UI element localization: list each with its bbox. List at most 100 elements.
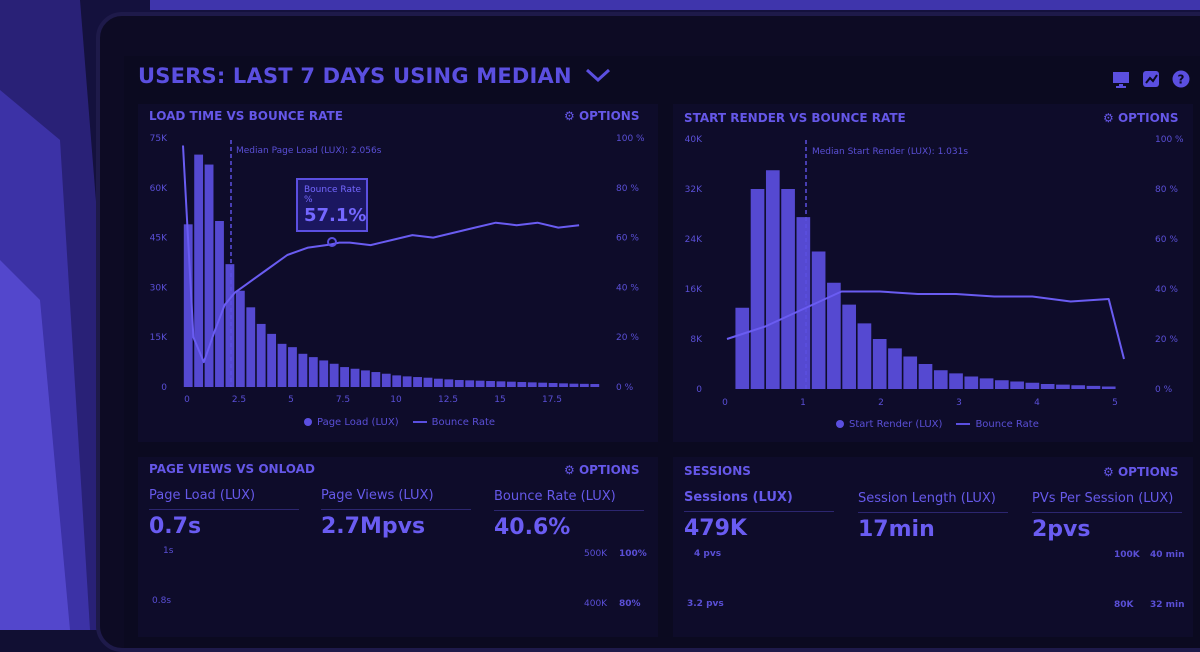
divider: [1032, 512, 1182, 513]
bar: [995, 380, 1009, 389]
bar: [277, 343, 287, 387]
session-length-metric-value: 17min: [858, 517, 935, 542]
right-tick-label: 60 %: [616, 234, 639, 244]
bar: [465, 380, 475, 387]
sessions-right-tick: 32 min: [1150, 600, 1185, 610]
line-icon: [412, 421, 427, 423]
page-load-metric-label: Page Load (LUX): [149, 488, 256, 503]
tooltip-sub: %: [304, 195, 313, 205]
right-tick-label: 0 %: [616, 383, 634, 393]
left-tick-label: 24K: [685, 235, 703, 245]
monitor-icon[interactable]: [1112, 70, 1130, 88]
gear-icon: ⚙: [564, 463, 575, 477]
right-tick-label: 20 %: [1155, 335, 1178, 345]
bar: [765, 170, 780, 389]
right-tick-label: 0 %: [1155, 385, 1173, 395]
legend-line-label: Bounce Rate: [975, 419, 1039, 430]
start-render-annotation: Median Start Render (LUX): 1.031s: [812, 147, 969, 157]
legend-bars-label: Start Render (LUX): [849, 419, 943, 430]
page-title[interactable]: USERS: LAST 7 DAYS USING MEDIAN: [138, 64, 611, 88]
divider: [494, 510, 644, 511]
left-tick-label: 15K: [150, 333, 168, 343]
x-tick-label: 7.5: [336, 395, 350, 405]
load-time-annotation: Median Page Load (LUX): 2.056s: [236, 146, 382, 156]
bar: [402, 376, 412, 387]
bar: [371, 372, 381, 387]
sessions-left-tick: 3.2 pvs: [687, 599, 724, 609]
sessions-right-tick: 40 min: [1150, 550, 1185, 560]
sessions-left-tick: 4 pvs: [694, 549, 722, 559]
bar: [194, 154, 204, 387]
bar: [319, 360, 329, 387]
bar: [506, 381, 516, 387]
options-label: OPTIONS: [1117, 465, 1179, 479]
options-label: OPTIONS: [578, 109, 640, 123]
bar: [842, 304, 856, 389]
line-icon: [956, 423, 971, 425]
page-views-right-tick: 100%: [619, 549, 647, 559]
bar: [548, 383, 558, 387]
bar: [1086, 385, 1101, 389]
bar: [827, 282, 841, 389]
left-tick-label: 0: [696, 385, 702, 395]
options-label: OPTIONS: [1117, 111, 1179, 125]
legend-bars: Page Load (LUX): [304, 417, 399, 428]
start-render-title: START RENDER VS BOUNCE RATE: [684, 111, 906, 125]
tooltip-value: 57.1%: [304, 205, 367, 226]
left-tick-label: 75K: [150, 134, 168, 144]
x-tick-label: 12.5: [438, 395, 458, 405]
bar: [235, 290, 245, 387]
pvs-per-session-metric-label: PVs Per Session (LUX): [1032, 491, 1174, 506]
page-views-metric-value: 2.7Mpvs: [321, 514, 426, 539]
legend-bars: Start Render (LUX): [836, 419, 942, 430]
left-tick-label: 40K: [685, 135, 703, 145]
dot-icon: [836, 420, 844, 428]
right-tick-label: 40 %: [1155, 285, 1178, 295]
bar: [1071, 385, 1086, 389]
sessions-panel: [673, 457, 1193, 637]
left-tick-label: 30K: [150, 283, 168, 293]
page-load-metric-value: 0.7s: [149, 514, 202, 539]
page-views-right-tick: 400K: [584, 599, 608, 609]
sessions-right-tick: 100K: [1114, 550, 1140, 560]
page-views-right-tick: 500K: [584, 549, 608, 559]
divider: [858, 512, 1008, 513]
bounce-rate-line: [726, 290, 1125, 360]
chevron-down-icon[interactable]: [585, 64, 611, 88]
chart-icon[interactable]: [1142, 70, 1160, 88]
session-length-metric-label: Session Length (LUX): [858, 491, 996, 506]
divider: [321, 509, 471, 510]
page-views-options-button[interactable]: ⚙ OPTIONS: [564, 463, 640, 477]
gear-icon: ⚙: [1103, 465, 1114, 479]
x-tick-label: 17.5: [542, 395, 562, 405]
bar: [329, 363, 339, 387]
load-time-options-button[interactable]: ⚙ OPTIONS: [564, 109, 640, 123]
right-tick-label: 100 %: [616, 134, 645, 144]
x-tick-label: 3: [956, 398, 962, 408]
sessions-options-button[interactable]: ⚙ OPTIONS: [1103, 465, 1179, 479]
x-tick-label: 15: [494, 395, 505, 405]
bar: [434, 378, 443, 387]
bar: [796, 217, 811, 389]
right-tick-label: 80 %: [1155, 185, 1178, 195]
help-icon[interactable]: ?: [1172, 70, 1190, 88]
start-render-options-button[interactable]: ⚙ OPTIONS: [1103, 111, 1179, 125]
bar: [964, 376, 979, 389]
dot-icon: [304, 418, 312, 426]
legend-line: Bounce Rate: [956, 419, 1039, 430]
bar: [267, 333, 277, 387]
tooltip-point: [327, 237, 337, 247]
page-views-panel: [138, 457, 658, 637]
bar: [308, 357, 318, 387]
load-time-title: LOAD TIME VS BOUNCE RATE: [149, 109, 343, 123]
x-tick-label: 5: [288, 395, 294, 405]
bar: [183, 224, 193, 387]
bar: [781, 189, 795, 389]
bar: [381, 373, 391, 387]
bar: [215, 221, 224, 387]
header-icons: ?: [1112, 70, 1190, 88]
bar: [918, 364, 933, 389]
bar: [204, 164, 214, 387]
x-tick-label: 10: [390, 395, 402, 405]
bar: [538, 382, 548, 387]
